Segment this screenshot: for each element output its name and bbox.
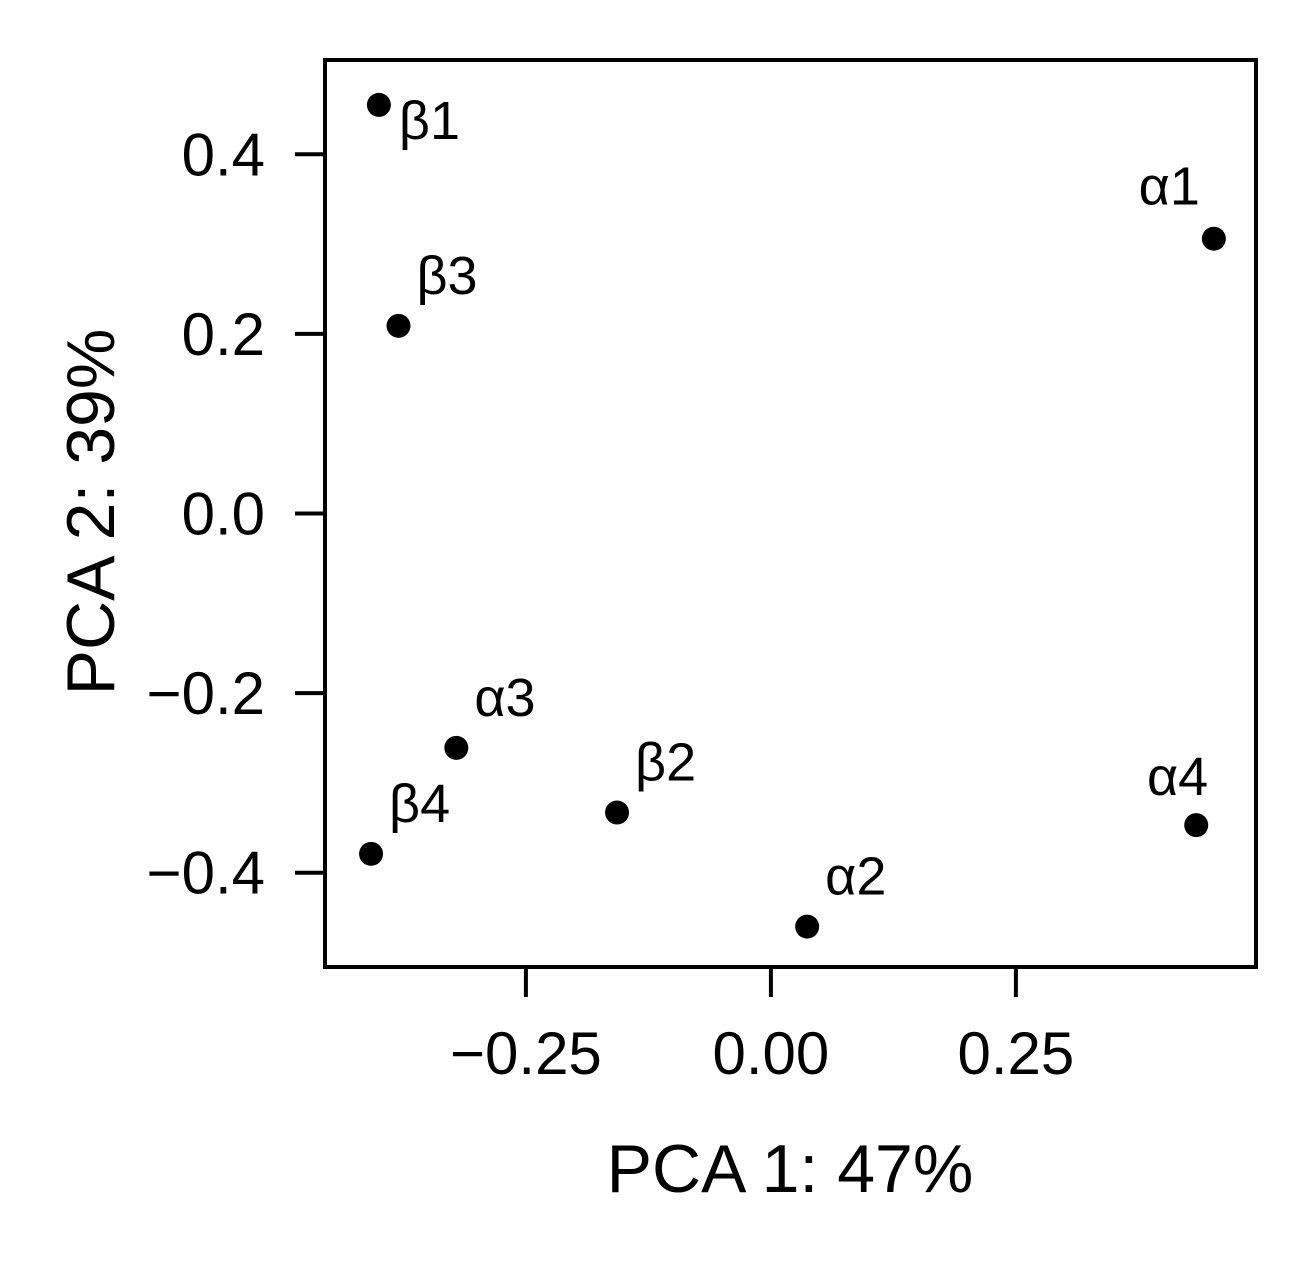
point-label: α4: [1147, 747, 1208, 807]
data-point: [795, 914, 820, 939]
x-tick-label: 0.00: [713, 1020, 830, 1087]
point-label: α3: [474, 668, 535, 728]
data-points: β1 α1 β3 α3 β2 β4 α2 α4: [359, 91, 1226, 939]
y-tick-label: −0.4: [147, 840, 265, 907]
data-point: [444, 735, 469, 760]
data-point: [386, 313, 411, 338]
point-label: β3: [417, 246, 478, 306]
y-axis: 0.4 0.2 0.0 −0.2 −0.4: [147, 121, 325, 907]
y-tick-label: 0.4: [182, 121, 265, 188]
point-label: β2: [635, 733, 696, 793]
data-point: [359, 841, 384, 866]
x-tick-label: 0.25: [958, 1020, 1075, 1087]
point-label: β1: [399, 91, 460, 151]
plot-border: [323, 58, 1258, 969]
x-axis: −0.25 0.00 0.25: [450, 967, 1074, 1087]
plot-area: [323, 58, 1258, 969]
data-point: [1201, 226, 1226, 251]
data-point: [605, 800, 630, 825]
x-axis-title: PCA 1: 47%: [607, 1131, 974, 1207]
y-tick-label: 0.2: [182, 301, 265, 368]
point-label: β4: [389, 774, 450, 834]
data-point: [366, 92, 391, 117]
data-point: [1184, 813, 1209, 838]
point-label: α2: [825, 847, 886, 907]
y-axis-title: PCA 2: 39%: [53, 329, 129, 696]
y-tick-label: 0.0: [182, 481, 265, 548]
y-tick-label: −0.2: [147, 660, 265, 727]
x-tick-label: −0.25: [450, 1020, 602, 1087]
point-label: α1: [1139, 157, 1200, 217]
